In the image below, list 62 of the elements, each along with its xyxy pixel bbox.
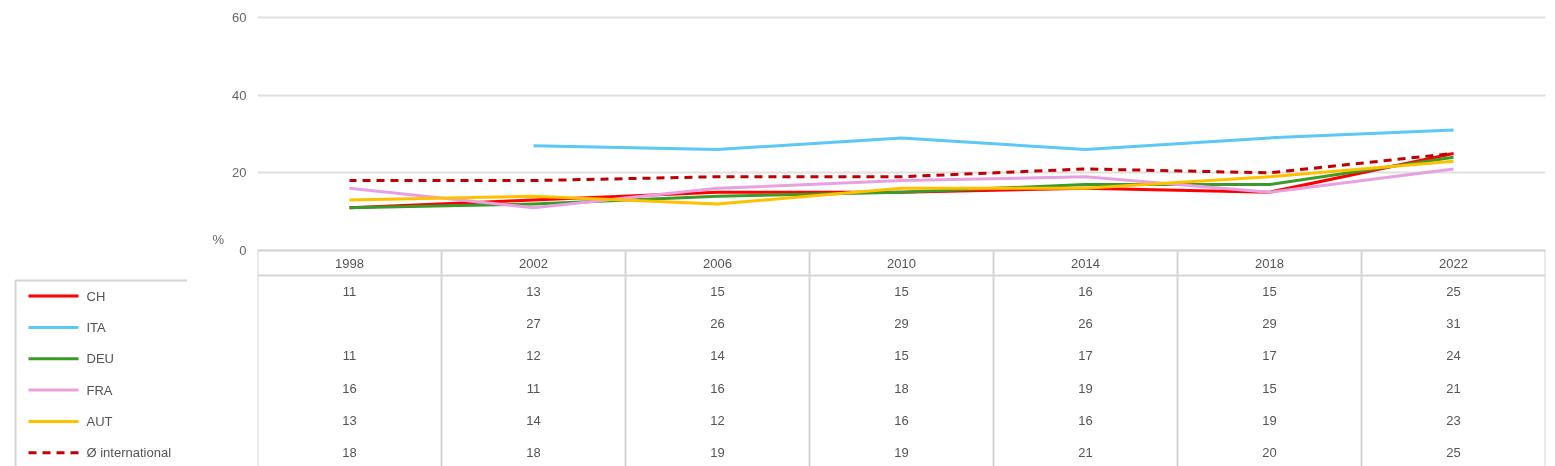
data-label: 26 (710, 316, 725, 332)
data-label: 31 (1446, 316, 1461, 332)
x-tick-label: 2002 (519, 256, 548, 271)
data-label: 15 (1262, 284, 1277, 299)
data-label: 12 (710, 412, 725, 428)
data-label: 13 (526, 284, 541, 299)
line-series (532, 128, 1455, 152)
data-label: 20 (1262, 445, 1277, 460)
x-tick-label: 1998 (335, 256, 364, 271)
data-label: 27 (526, 316, 541, 332)
data-label: 11 (342, 284, 357, 299)
data-label: 17 (1078, 348, 1093, 364)
data-label: 17 (1262, 348, 1277, 364)
data-label: 19 (1262, 412, 1277, 428)
data-label: 21 (1078, 445, 1093, 460)
data-label: 24 (1446, 348, 1461, 364)
data-label: 18 (894, 380, 909, 396)
data-label: 19 (710, 445, 725, 460)
data-label: 16 (710, 380, 725, 396)
y-tick-label: 0 (239, 243, 247, 258)
x-tick-label: 2014 (1071, 256, 1100, 271)
y-tick-label: 60 (232, 10, 247, 25)
legend-label: AUT (86, 413, 113, 429)
y-tick-label: 20 (232, 165, 247, 181)
data-label: 26 (1078, 316, 1093, 332)
data-label: 11 (342, 348, 357, 364)
data-label: 25 (1446, 284, 1461, 299)
data-label: 19 (1078, 380, 1093, 396)
x-tick-label: 2006 (703, 256, 732, 271)
y-axis-title: % (212, 232, 225, 247)
data-label: 11 (526, 380, 541, 396)
data-label: 12 (526, 348, 541, 364)
data-label: 14 (710, 348, 725, 364)
data-label: 15 (1262, 380, 1277, 396)
data-label: 29 (1262, 316, 1277, 332)
y-tick-label: 40 (232, 87, 247, 103)
data-label: 19 (894, 445, 909, 460)
data-label: 18 (342, 445, 357, 460)
legend-label: CH (86, 288, 106, 304)
data-label: 16 (342, 380, 357, 396)
line-series (348, 151, 1455, 183)
legend-label: DEU (86, 351, 114, 367)
data-label: 18 (526, 445, 541, 460)
data-label: 29 (894, 316, 909, 332)
data-label: 16 (1078, 412, 1093, 428)
data-label: 16 (1078, 284, 1093, 299)
line-series (348, 167, 1455, 210)
x-tick-label: 2018 (1255, 256, 1284, 271)
legend-label: ITA (86, 319, 107, 335)
data-label: 16 (894, 412, 909, 428)
x-tick-label: 2010 (887, 256, 916, 271)
data-label: 21 (1446, 380, 1461, 396)
legend-label: Ø international (86, 445, 172, 461)
data-label: 14 (526, 412, 541, 428)
x-tick-label: 2022 (1439, 256, 1468, 271)
data-label: 15 (710, 284, 725, 299)
data-label: 15 (894, 284, 909, 299)
legend-label: FRA (86, 382, 113, 398)
data-label: 23 (1446, 412, 1461, 428)
data-label: 15 (894, 348, 909, 364)
data-label: 25 (1446, 445, 1461, 460)
data-label: 13 (342, 412, 357, 428)
